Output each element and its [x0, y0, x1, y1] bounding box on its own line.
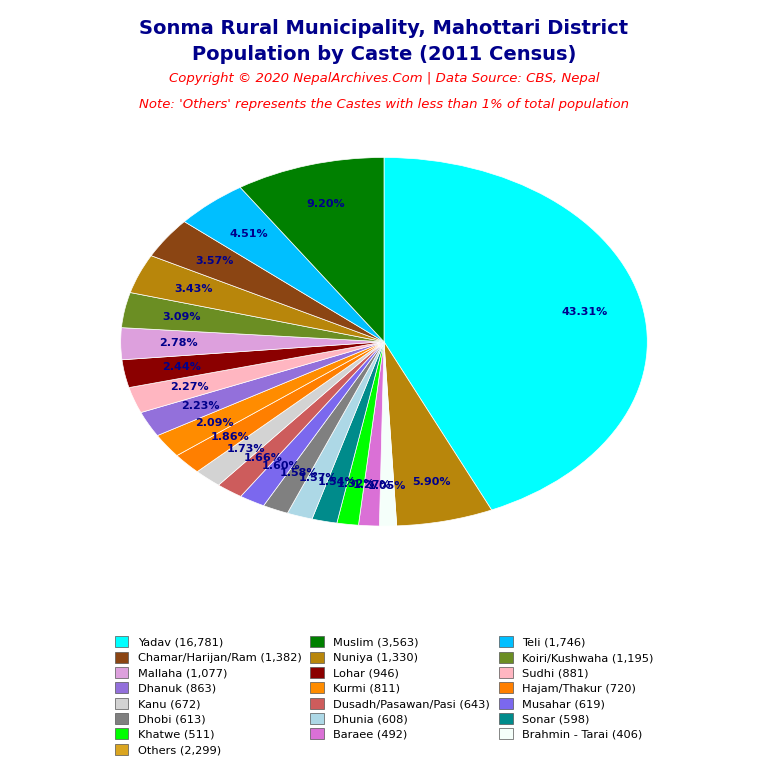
Text: Population by Caste (2011 Census): Population by Caste (2011 Census) [192, 45, 576, 64]
Wedge shape [197, 342, 384, 485]
Wedge shape [384, 157, 647, 510]
Text: Note: 'Others' represents the Castes with less than 1% of total population: Note: 'Others' represents the Castes wit… [139, 98, 629, 111]
Text: 2.78%: 2.78% [159, 338, 198, 348]
Wedge shape [312, 342, 384, 523]
Text: 1.57%: 1.57% [299, 473, 337, 483]
Wedge shape [121, 328, 384, 359]
Text: 1.05%: 1.05% [368, 481, 406, 491]
Text: 3.57%: 3.57% [195, 256, 233, 266]
Text: 1.54%: 1.54% [318, 477, 357, 487]
Text: Copyright © 2020 NepalArchives.Com | Data Source: CBS, Nepal: Copyright © 2020 NepalArchives.Com | Dat… [169, 72, 599, 85]
Text: 2.23%: 2.23% [181, 401, 220, 411]
Text: 2.09%: 2.09% [195, 418, 233, 428]
Text: 4.51%: 4.51% [230, 229, 268, 239]
Text: 1.86%: 1.86% [210, 432, 250, 442]
Wedge shape [177, 342, 384, 472]
Text: 3.09%: 3.09% [163, 312, 201, 322]
Text: 1.27%: 1.27% [353, 480, 392, 490]
Text: 1.60%: 1.60% [262, 461, 300, 471]
Wedge shape [263, 342, 384, 513]
Text: 1.66%: 1.66% [244, 453, 283, 463]
Wedge shape [157, 342, 384, 455]
Wedge shape [122, 342, 384, 388]
Wedge shape [141, 342, 384, 435]
Wedge shape [379, 342, 397, 526]
Legend: Yadav (16,781), Chamar/Harijan/Ram (1,382), Mallaha (1,077), Dhanuk (863), Kanu : Yadav (16,781), Chamar/Harijan/Ram (1,38… [111, 633, 657, 759]
Text: 3.43%: 3.43% [174, 283, 213, 293]
Wedge shape [151, 222, 384, 342]
Wedge shape [129, 342, 384, 412]
Wedge shape [287, 342, 384, 519]
Text: Sonma Rural Municipality, Mahottari District: Sonma Rural Municipality, Mahottari Dist… [140, 19, 628, 38]
Wedge shape [219, 342, 384, 496]
Text: 2.44%: 2.44% [162, 362, 201, 372]
Wedge shape [240, 157, 384, 342]
Text: 1.32%: 1.32% [336, 479, 375, 489]
Wedge shape [240, 342, 384, 505]
Wedge shape [359, 342, 384, 526]
Wedge shape [184, 187, 384, 342]
Wedge shape [121, 293, 384, 342]
Text: 43.31%: 43.31% [561, 306, 608, 316]
Text: 1.73%: 1.73% [227, 443, 266, 453]
Wedge shape [131, 256, 384, 342]
Wedge shape [384, 342, 492, 526]
Wedge shape [337, 342, 384, 525]
Text: 9.20%: 9.20% [306, 199, 345, 209]
Text: 2.27%: 2.27% [170, 382, 209, 392]
Text: 1.58%: 1.58% [280, 468, 319, 478]
Text: 5.90%: 5.90% [412, 477, 451, 487]
